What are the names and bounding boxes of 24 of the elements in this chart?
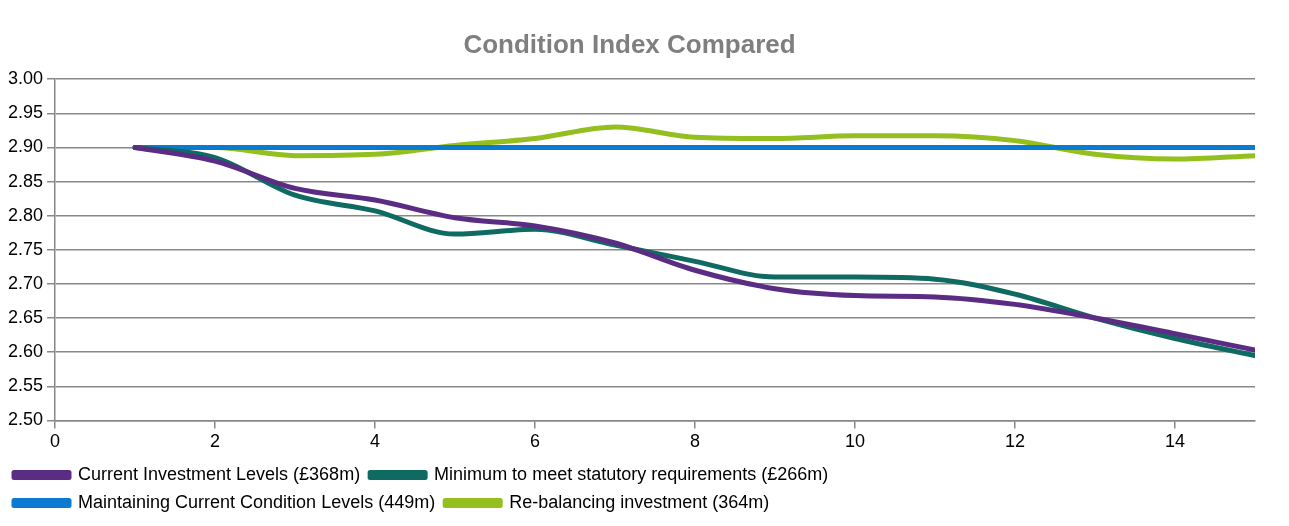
y-tick-label: 2.50 <box>7 409 44 430</box>
y-tick-label: 2.55 <box>7 375 44 396</box>
x-tick-label: 8 <box>690 431 701 452</box>
y-tick-label: 2.65 <box>7 307 44 328</box>
y-tick-label: 2.85 <box>7 170 44 191</box>
legend-label: Re-balancing investment (364m) <box>509 491 770 512</box>
legend-label: Minimum to meet statutory requirements (£266m) <box>434 463 829 484</box>
y-tick-label: 2.90 <box>7 136 44 157</box>
y-tick-label: 2.80 <box>7 204 44 225</box>
legend-label: Current Investment Levels (£368m) <box>78 463 361 484</box>
chart-title: Condition Index Compared <box>463 28 796 59</box>
y-tick-label: 2.75 <box>7 238 44 259</box>
x-tick-label: 14 <box>1164 431 1186 452</box>
legend-label: Maintaining Current Condition Levels (449m) <box>78 491 436 512</box>
y-tick-label: 2.60 <box>7 341 44 362</box>
x-tick-label: 6 <box>530 431 541 452</box>
x-tick-label: 4 <box>370 431 381 452</box>
x-tick-label: 2 <box>210 431 221 452</box>
y-tick-label: 3.00 <box>7 68 44 89</box>
x-tick-label: 12 <box>1004 431 1026 452</box>
x-tick-label: 10 <box>845 431 866 452</box>
x-tick-label: 0 <box>50 431 61 452</box>
y-tick-label: 2.95 <box>7 102 44 123</box>
y-tick-label: 2.70 <box>7 272 44 293</box>
